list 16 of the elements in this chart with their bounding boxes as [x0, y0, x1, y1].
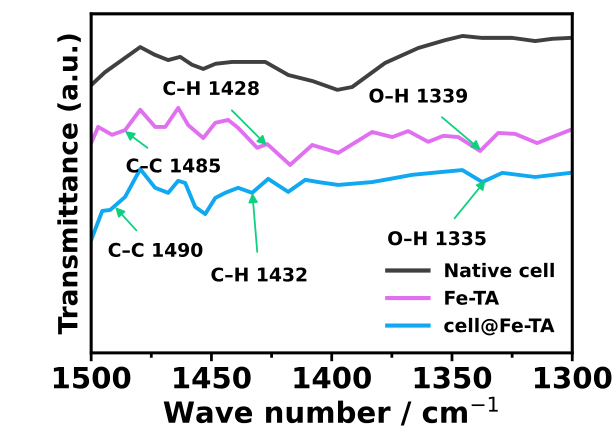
x-tick-label: 1500: [54, 366, 130, 389]
legend-label: Native cell: [445, 262, 554, 278]
x-tick-label: 1450: [174, 366, 251, 389]
x-axis-title: Wave number / cm$^{−1}$: [164, 396, 498, 426]
y-axis-title: Transmittance (a.u.): [57, 34, 81, 334]
legend-label: Fe-TA: [445, 290, 500, 305]
x-tick-label: 1300: [534, 366, 612, 389]
legend-label: cell@Fe-TA: [444, 318, 554, 336]
x-tick-label: 1400: [294, 366, 371, 389]
x-tick-label: 1350: [414, 366, 492, 389]
annotation: C–C 1485: [126, 158, 220, 173]
annotation: O–H 1339: [369, 88, 468, 103]
annotation: C–C 1490: [108, 242, 202, 257]
annotation: O–H 1335: [388, 231, 486, 246]
annotation: C–H 1428: [163, 81, 259, 96]
annotation: C–H 1432: [211, 267, 306, 282]
